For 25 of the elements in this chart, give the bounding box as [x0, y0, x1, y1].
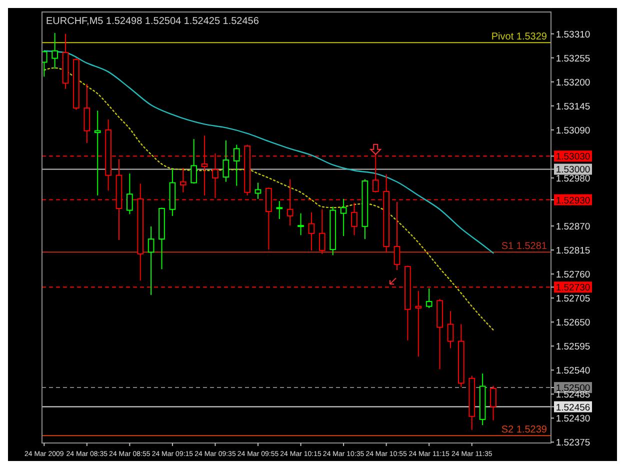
ref-line-label: S2 1.5239 [501, 424, 548, 436]
y-tick-label: 1.53090 [556, 125, 590, 136]
chart-title: EURCHF,M5 1.52498 1.52504 1.52425 1.52456 [46, 16, 260, 27]
y-tick-label: 1.52456 [556, 402, 590, 414]
y-tick-label: 1.53255 [556, 53, 590, 64]
y-tick-label: 1.53030 [556, 152, 590, 163]
y-tick-label: 1.52595 [556, 342, 590, 353]
ref-line-label: S1 1.5281 [501, 241, 548, 252]
y-tick-label: 1.52930 [556, 195, 590, 206]
y-tick-label: 1.53000 [556, 164, 590, 176]
y-tick-label: 1.53200 [556, 77, 590, 88]
y-tick-label: 1.53310 [556, 29, 590, 40]
y-tick-label: 1.52430 [556, 414, 590, 425]
y-tick-label: 1.52375 [556, 438, 590, 449]
y-tick-label: 1.52650 [556, 318, 590, 329]
y-tick-label: 1.52730 [556, 282, 590, 294]
y-tick-label: 1.52540 [556, 366, 590, 377]
y-tick-label: 1.53145 [556, 101, 590, 112]
y-tick-label: 1.52870 [556, 221, 590, 232]
y-tick-label: 1.52760 [556, 270, 590, 281]
y-tick-label: 1.52815 [556, 245, 590, 256]
y-tick-label: 1.52705 [556, 294, 590, 305]
y-tick-label: 1.52485 [556, 390, 590, 401]
ref-line-label: Pivot 1.5329 [491, 32, 548, 43]
y-tick-label: 1.52980 [556, 173, 590, 184]
